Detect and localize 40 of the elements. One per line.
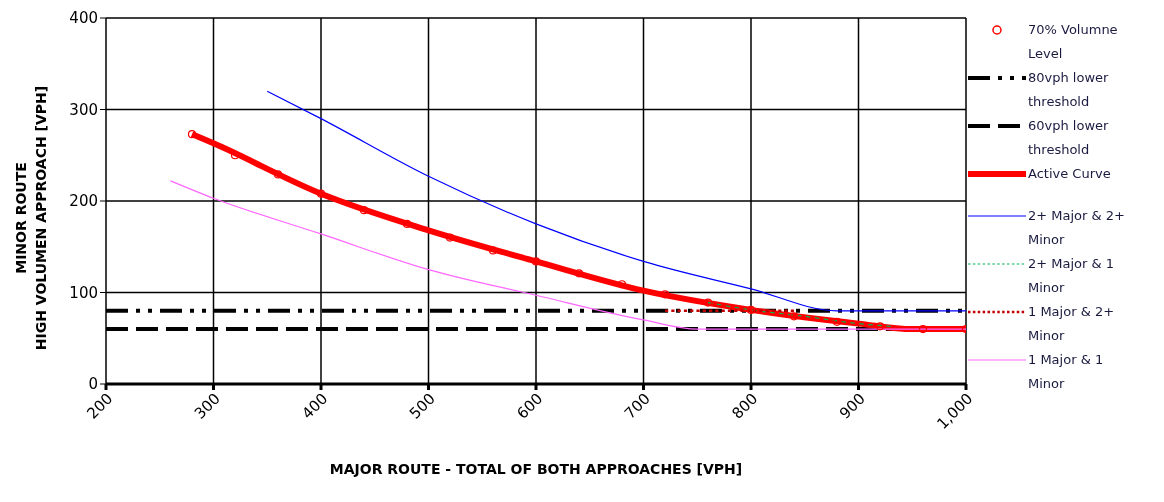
legend-label: 70% Volumne Level xyxy=(1028,21,1119,63)
point xyxy=(918,325,928,334)
point xyxy=(703,298,713,307)
legend-label: 80vph lower threshold xyxy=(1028,69,1110,111)
y-tick-label: 400 xyxy=(69,9,98,28)
point xyxy=(660,290,670,299)
point xyxy=(746,305,756,314)
legend-label: 2+ Major & 1 Minor xyxy=(1028,255,1116,297)
point xyxy=(445,233,455,242)
point xyxy=(574,269,584,278)
point xyxy=(316,189,326,198)
x-tick-label: 300 xyxy=(190,389,224,423)
point xyxy=(359,206,369,215)
point xyxy=(273,170,283,179)
point xyxy=(617,280,627,289)
y-axis-title: MINOR ROUTE HIGH VOLUMEN APPROACH [VPH] xyxy=(13,85,49,351)
y-tick-label: 200 xyxy=(69,192,98,211)
legend-label: 1 Major & 2+ Minor xyxy=(1028,303,1116,345)
y-tick-label: 100 xyxy=(69,283,98,302)
legend-label: Active Curve xyxy=(1028,165,1112,183)
y-tick-label: 300 xyxy=(69,100,98,119)
x-axis-title: MAJOR ROUTE - TOTAL OF BOTH APPROACHES [VPH] xyxy=(329,461,743,477)
legend-label: 2+ Major & 2+ Minor xyxy=(1028,207,1126,249)
point xyxy=(187,130,197,139)
point xyxy=(402,219,412,228)
point xyxy=(875,322,885,331)
point xyxy=(832,317,842,326)
x-tick-label: 800 xyxy=(728,389,762,423)
x-tick-label: 500 xyxy=(405,389,439,423)
x-tick-label: 600 xyxy=(513,389,547,423)
legend-label: 1 Major & 1 Minor xyxy=(1028,351,1105,393)
x-tick-label: 900 xyxy=(835,389,869,423)
point xyxy=(531,257,541,266)
x-tick-label: 700 xyxy=(620,389,654,423)
y-tick-label: 0 xyxy=(88,375,98,394)
line-series xyxy=(266,90,966,312)
point xyxy=(789,312,799,321)
legend-label: 60vph lower threshold xyxy=(1028,117,1110,159)
x-tick-label: 400 xyxy=(298,389,332,423)
point xyxy=(488,246,498,255)
